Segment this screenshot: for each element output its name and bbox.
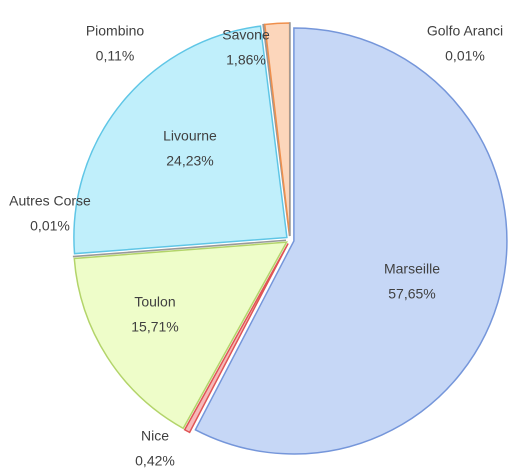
slice-value-label: 0,42% <box>135 453 175 468</box>
pie-slice <box>183 243 289 434</box>
slice-value-label: 0,01% <box>30 218 70 234</box>
slice-label: Golfo Aranci <box>427 23 503 39</box>
slice-label: Autres Corse <box>9 193 91 209</box>
slices <box>72 22 508 455</box>
slice-label: Marseille <box>384 261 440 277</box>
slice-label: Toulon <box>134 294 175 310</box>
slice-value-label: 0,11% <box>96 48 135 64</box>
pie-slice <box>73 241 288 430</box>
slice-label: Piombino <box>86 23 145 39</box>
pie-slice <box>194 27 508 455</box>
pie-slice <box>72 239 287 258</box>
slice-label: Savone <box>222 27 270 43</box>
pie-slice <box>73 25 288 255</box>
slice-value-label: 0,01% <box>445 48 485 64</box>
slice-label: Nice <box>141 428 169 444</box>
slice-label: Livourne <box>163 128 217 144</box>
slice-value-label: 57,65% <box>388 286 435 302</box>
slice-value-label: 24,23% <box>166 153 213 169</box>
slice-value-label: 15,71% <box>131 319 178 335</box>
slice-value-label: 1,86% <box>226 52 266 68</box>
